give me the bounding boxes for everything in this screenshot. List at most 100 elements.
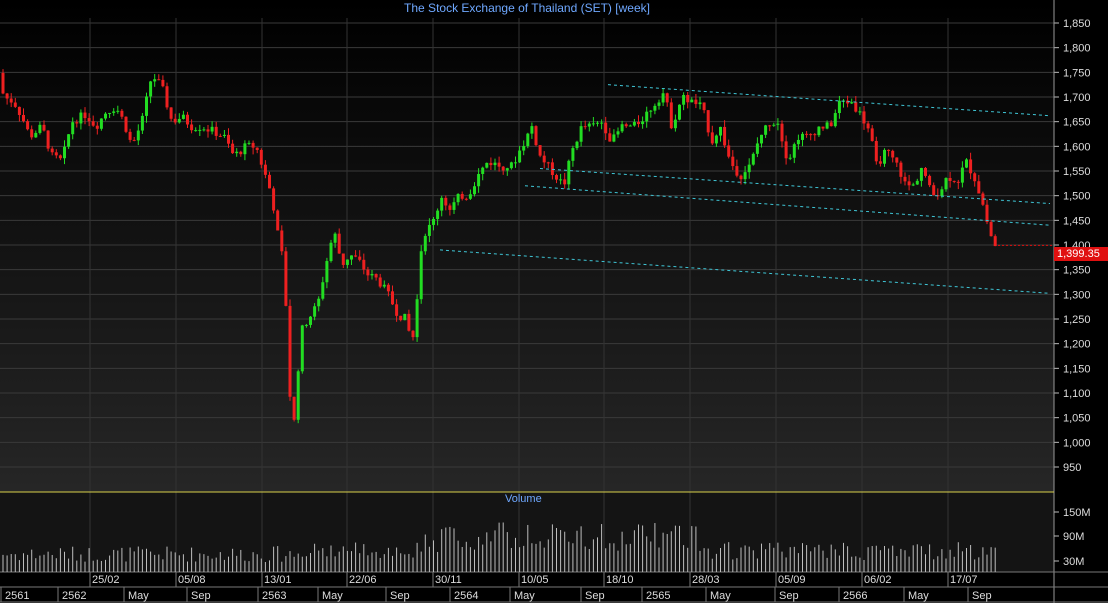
candle-body	[481, 167, 485, 174]
volume-tick-label: 150M	[1063, 507, 1091, 519]
candle-body	[231, 143, 235, 154]
price-tick-label: 1,100	[1063, 388, 1091, 400]
date-tick-label: 06/02	[864, 574, 892, 586]
candle-body	[87, 118, 91, 122]
candle-body	[579, 126, 583, 142]
period-tick-label: 2565	[646, 590, 670, 602]
period-tick-label: 2564	[454, 590, 478, 602]
candle-body	[714, 135, 718, 144]
period-tick-label: Sep	[779, 590, 799, 602]
candle-body	[116, 110, 120, 112]
candle-body	[817, 126, 821, 136]
candle-body	[378, 277, 382, 287]
candle-body	[899, 162, 903, 177]
price-tick-label: 1,250	[1063, 314, 1091, 326]
candle-body	[550, 162, 554, 176]
candle-body	[919, 167, 923, 181]
candle-body	[296, 371, 300, 420]
candle-body	[829, 122, 833, 127]
candle-body	[612, 134, 616, 142]
candle-body	[190, 124, 194, 131]
period-tick-label: Sep	[390, 590, 410, 602]
candle-body	[83, 112, 87, 119]
candle-body	[284, 251, 288, 306]
candle-body	[243, 143, 247, 155]
candle-body	[883, 149, 886, 164]
price-tick-label: 1,500	[1063, 191, 1091, 203]
candle-body	[813, 134, 817, 136]
candle-body	[809, 134, 813, 136]
candle-body	[448, 205, 452, 210]
period-tick-label: Sep	[191, 590, 211, 602]
candle-body	[358, 256, 362, 260]
candle-body	[26, 121, 30, 130]
candle-body	[710, 132, 714, 144]
candle-body	[374, 273, 378, 278]
candle-body	[858, 111, 862, 113]
candle-body	[255, 147, 259, 150]
candle-body	[833, 113, 837, 127]
candle-body	[944, 178, 948, 190]
candle-body	[415, 299, 419, 338]
candle-body	[751, 153, 755, 165]
last-price-tag: 1,399.35	[1054, 247, 1108, 261]
candle-body	[419, 251, 423, 300]
candle-body	[34, 132, 38, 138]
candle-body	[530, 126, 534, 134]
candle-body	[9, 98, 13, 103]
candle-body	[760, 134, 763, 144]
candle-body	[288, 305, 292, 397]
candle-body	[878, 161, 882, 164]
date-tick-label: 18/10	[606, 574, 634, 586]
candle-body	[165, 86, 169, 108]
candle-body	[1, 72, 5, 94]
candle-body	[796, 139, 800, 145]
candle-body	[227, 134, 230, 144]
candle-body	[345, 259, 349, 265]
candle-body	[755, 143, 759, 154]
candle-body	[993, 236, 997, 247]
candle-body	[559, 179, 563, 181]
period-tick-label: 2563	[262, 590, 286, 602]
candle-body	[887, 149, 891, 151]
candle-body	[181, 114, 185, 119]
candle-body	[149, 81, 153, 97]
candle-body	[641, 121, 645, 125]
candle-body	[764, 125, 768, 135]
candle-body	[854, 102, 858, 112]
candle-body	[17, 106, 21, 115]
candle-body	[563, 179, 567, 185]
price-tick-label: 1,750	[1063, 67, 1091, 79]
candle-body	[866, 123, 870, 129]
candle-body	[263, 164, 267, 175]
candle-body	[665, 93, 669, 103]
candle-body	[669, 102, 673, 129]
candle-body	[194, 130, 198, 132]
candle-body	[202, 129, 206, 131]
candle-body	[743, 172, 747, 180]
candle-body	[46, 130, 50, 149]
price-tick-label: 1,650	[1063, 117, 1091, 129]
candle-body	[985, 204, 989, 223]
candle-body	[251, 142, 255, 148]
trend-channel-line	[524, 185, 1051, 226]
candle-body	[571, 148, 575, 161]
candle-body	[186, 114, 189, 125]
candle-body	[79, 112, 83, 124]
candle-body	[42, 124, 46, 131]
date-tick-label: 17/07	[950, 574, 978, 586]
candle-body	[362, 259, 366, 270]
candle-body	[350, 255, 353, 260]
candle-body	[719, 126, 722, 136]
candle-body	[608, 133, 612, 142]
candle-body	[690, 99, 694, 103]
candle-body	[747, 164, 751, 173]
candle-body	[423, 235, 427, 252]
candle-body	[403, 313, 407, 321]
candle-body	[661, 93, 665, 103]
candle-body	[382, 284, 386, 287]
candle-body	[772, 124, 776, 126]
candle-body	[22, 114, 25, 122]
date-tick-label: 25/02	[92, 574, 120, 586]
candle-body	[653, 105, 657, 111]
